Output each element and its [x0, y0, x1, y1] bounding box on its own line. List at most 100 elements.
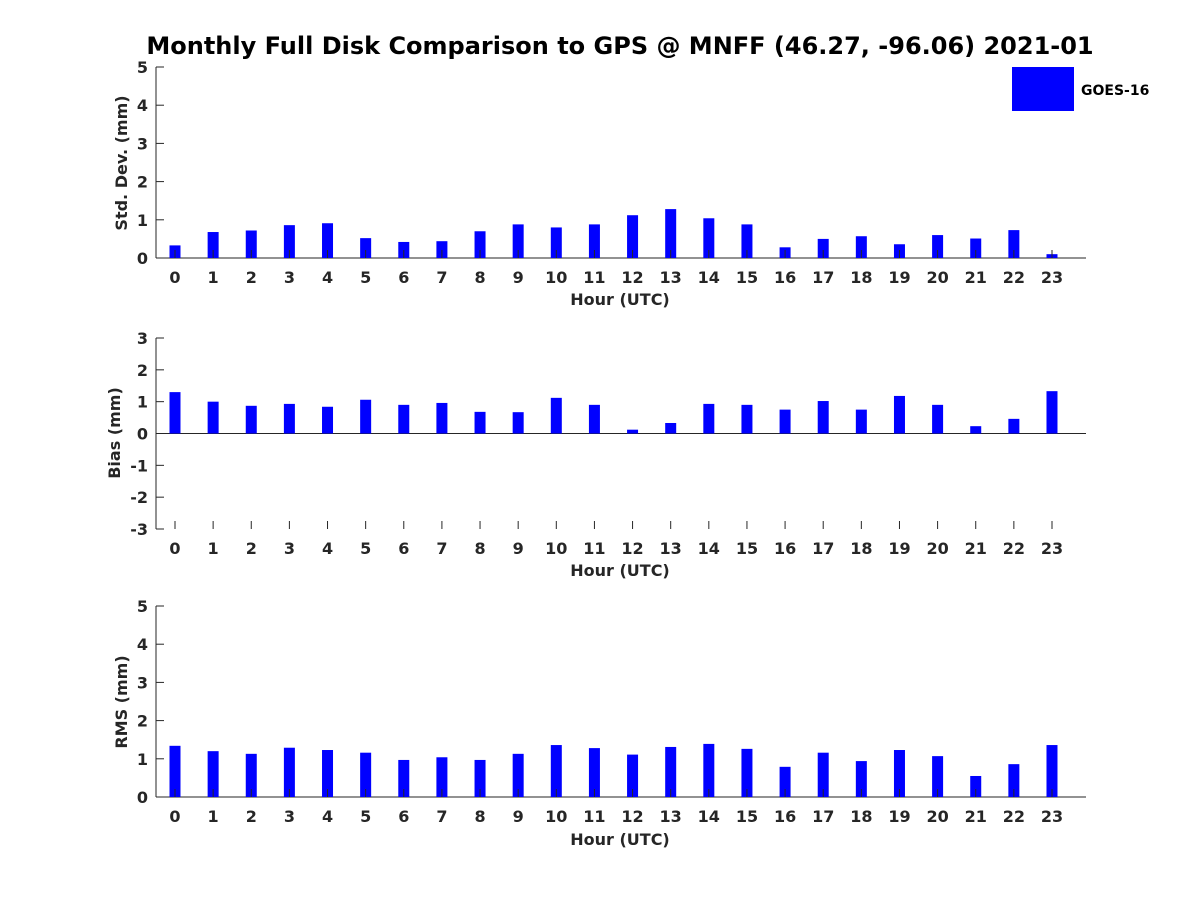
bias-xtick-label: 22 — [1003, 539, 1025, 558]
bias-bar-23 — [1046, 391, 1058, 434]
rms-xtick-label: 6 — [398, 807, 409, 826]
rms-xlabel: Hour (UTC) — [570, 830, 670, 849]
bias-ytick-label: 0 — [137, 425, 148, 444]
rms-bar-17 — [817, 752, 829, 797]
bias-bar-12 — [627, 429, 639, 434]
rms-bar-21 — [970, 775, 982, 797]
std-dev-xtick-label: 7 — [436, 268, 447, 287]
rms-xtick-label: 15 — [736, 807, 758, 826]
rms-xtick-label: 7 — [436, 807, 447, 826]
std-dev-xtick-label: 17 — [812, 268, 834, 287]
rms-xtick-label: 16 — [774, 807, 796, 826]
rms-bar-6 — [398, 759, 410, 797]
rms-xtick-label: 17 — [812, 807, 834, 826]
rms-xtick-label: 0 — [169, 807, 180, 826]
bias-bar-16 — [779, 409, 791, 434]
bias-ytick-label: 2 — [137, 361, 148, 380]
rms-ytick-label: 4 — [137, 635, 148, 654]
legend: GOES-16 — [1012, 67, 1149, 111]
bias-bar-14 — [703, 403, 715, 434]
rms-ytick-label: 5 — [137, 597, 148, 616]
bias-xtick-label: 4 — [322, 539, 333, 558]
std-dev-bar-3 — [283, 225, 295, 258]
bias-xtick-label: 23 — [1041, 539, 1063, 558]
std-dev-xtick-label: 19 — [888, 268, 910, 287]
rms-bar-3 — [283, 747, 295, 797]
std-dev-xtick-label: 8 — [474, 268, 485, 287]
std-dev-ytick-label: 5 — [137, 58, 148, 77]
rms-xtick-label: 1 — [208, 807, 219, 826]
std-dev-bar-13 — [665, 209, 677, 258]
rms-bar-12 — [627, 754, 639, 797]
bias-xtick-label: 8 — [474, 539, 485, 558]
rms-ytick-label: 3 — [137, 673, 148, 692]
std-dev-xtick-label: 21 — [965, 268, 987, 287]
std-dev-bar-18 — [855, 236, 867, 258]
std-dev-xtick-label: 11 — [583, 268, 605, 287]
std-dev-bar-12 — [627, 215, 639, 258]
rms-bar-10 — [550, 745, 562, 797]
bias-bar-22 — [1008, 418, 1020, 434]
std-dev-ytick-label: 4 — [137, 96, 148, 115]
bias-ylabel: Bias (mm) — [105, 387, 124, 479]
std-dev-bar-22 — [1008, 230, 1020, 258]
rms-xtick-label: 8 — [474, 807, 485, 826]
std-dev-ylabel: Std. Dev. (mm) — [112, 95, 131, 230]
bias-bar-8 — [474, 411, 486, 434]
bias-bar-10 — [550, 397, 562, 434]
rms-bar-1 — [207, 751, 219, 797]
std-dev-bar-1 — [207, 232, 219, 258]
bias-xtick-label: 18 — [850, 539, 872, 558]
std-dev-bar-17 — [817, 238, 829, 258]
std-dev-bar-9 — [512, 224, 524, 258]
std-dev-bar-4 — [322, 223, 334, 258]
bias-bar-11 — [588, 404, 600, 434]
rms-bar-9 — [512, 753, 524, 797]
std-dev-xtick-label: 2 — [246, 268, 257, 287]
rms-bar-7 — [436, 757, 448, 797]
rms-xtick-label: 19 — [888, 807, 910, 826]
bias-bar-9 — [512, 412, 524, 434]
rms-xtick-label: 9 — [513, 807, 524, 826]
bias-ytick-label: 1 — [137, 393, 148, 412]
rms-xtick-label: 2 — [246, 807, 257, 826]
rms-xtick-label: 21 — [965, 807, 987, 826]
bias-ytick-label: -3 — [130, 520, 148, 539]
std-dev-bar-15 — [741, 224, 753, 258]
rms-bar-20 — [932, 756, 944, 797]
chart-title: Monthly Full Disk Comparison to GPS @ MN… — [146, 32, 1093, 60]
std-dev-xtick-label: 0 — [169, 268, 180, 287]
rms-bar-4 — [322, 750, 334, 797]
std-dev-bar-5 — [360, 238, 372, 258]
std-dev-xtick-label: 5 — [360, 268, 371, 287]
std-dev-xtick-label: 4 — [322, 268, 333, 287]
rms-bar-11 — [588, 748, 600, 797]
rms-xtick-label: 4 — [322, 807, 333, 826]
rms-xtick-label: 20 — [926, 807, 948, 826]
rms-xtick-label: 14 — [698, 807, 720, 826]
bias-xtick-label: 5 — [360, 539, 371, 558]
rms-xtick-label: 10 — [545, 807, 567, 826]
rms-ytick-label: 1 — [137, 750, 148, 769]
std-dev-xtick-label: 18 — [850, 268, 872, 287]
rms-bar-19 — [893, 750, 905, 797]
bias-bar-3 — [283, 403, 295, 434]
rms-xtick-label: 13 — [660, 807, 682, 826]
bias-xtick-label: 2 — [246, 539, 257, 558]
rms-ylabel: RMS (mm) — [112, 655, 131, 748]
bias-ytick-label: -1 — [130, 456, 148, 475]
std-dev-xtick-label: 16 — [774, 268, 796, 287]
bias-xtick-label: 19 — [888, 539, 910, 558]
std-dev-bar-2 — [245, 230, 257, 258]
std-dev-xtick-label: 22 — [1003, 268, 1025, 287]
bias-xtick-label: 17 — [812, 539, 834, 558]
rms-bar-13 — [665, 746, 677, 797]
bias-xtick-label: 0 — [169, 539, 180, 558]
std-dev-bar-14 — [703, 218, 715, 258]
bias-xtick-label: 7 — [436, 539, 447, 558]
std-dev-xtick-label: 14 — [698, 268, 720, 287]
bias-bar-15 — [741, 404, 753, 434]
